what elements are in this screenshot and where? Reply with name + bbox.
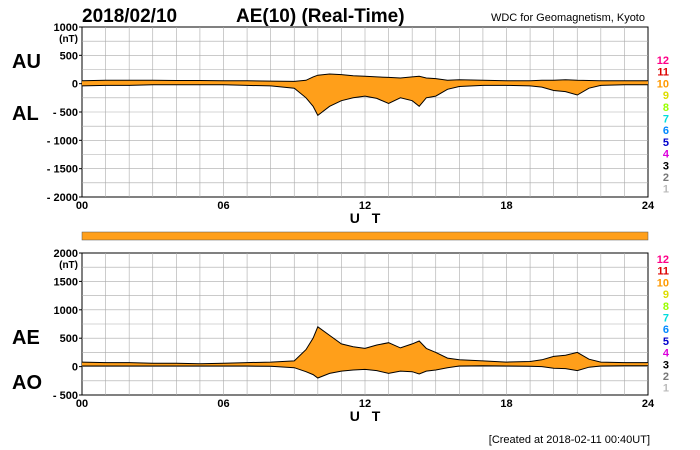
- y-tick-label: 500: [60, 50, 78, 62]
- legend-station: 6: [663, 324, 669, 336]
- legend-station: 10: [657, 277, 669, 289]
- side-label-au: AU: [12, 51, 41, 73]
- series-line-ao: [82, 365, 648, 379]
- x-tick-label: 24: [642, 398, 655, 410]
- y-unit-label: (nT): [59, 34, 78, 45]
- legend-station: 7: [663, 114, 669, 126]
- x-tick-label: 00: [76, 200, 88, 212]
- side-label-al: AL: [12, 103, 39, 125]
- legend-station: 4: [663, 149, 670, 161]
- legend-station: 9: [663, 289, 669, 301]
- legend-station: 12: [657, 55, 669, 67]
- y-tick-label: 500: [60, 333, 78, 345]
- y-tick-label: - 500: [53, 390, 78, 402]
- legend-station: 8: [663, 102, 669, 114]
- legend-station: 2: [663, 371, 669, 383]
- y-unit-label: (nT): [59, 260, 78, 271]
- y-tick-label: 0: [72, 79, 78, 91]
- legend-station: 11: [657, 67, 669, 79]
- legend-station: 11: [657, 266, 669, 278]
- au-al-panel: 1000 500 0 - 500 - 1000 - 1500 - 2000 (nT) 00 06 1…: [12, 22, 670, 226]
- created-timestamp: [Created at 2018-02-11 00:40UT]: [489, 434, 650, 446]
- legend-station: 5: [663, 137, 669, 149]
- side-label-ae: AE: [12, 327, 40, 349]
- y-tick-label: 1000: [54, 305, 78, 317]
- y-tick-label: 2000: [54, 248, 78, 260]
- y-tick-label: - 500: [53, 107, 78, 119]
- x-tick-label: 06: [217, 398, 229, 410]
- data-source: WDC for Geomagnetism, Kyoto: [491, 12, 645, 24]
- legend-station: 3: [663, 359, 669, 371]
- chart-date: 2018/02/10: [82, 6, 177, 27]
- y-tick-label: 1000: [54, 22, 78, 34]
- legend-station: 10: [657, 78, 669, 90]
- legend-station: 4: [663, 348, 670, 360]
- y-tick-label: 0: [72, 362, 78, 374]
- legend-station: 5: [663, 336, 669, 348]
- chart-title: AE(10) (Real-Time): [236, 6, 405, 27]
- legend-station: 6: [663, 125, 669, 137]
- x-tick-label: 12: [359, 398, 371, 410]
- legend-station: 2: [663, 172, 669, 184]
- x-tick-label: 06: [217, 200, 229, 212]
- y-tick-label: - 1000: [47, 135, 78, 147]
- legend-station: 3: [663, 160, 669, 172]
- index-fill-band: [82, 326, 648, 378]
- side-label-ao: AO: [12, 372, 42, 394]
- series-line-au: [81, 73, 648, 82]
- x-tick-label: 12: [359, 200, 371, 212]
- y-tick-label: 1500: [54, 276, 78, 288]
- x-axis-label: U T: [350, 210, 385, 226]
- y-tick-label: - 1500: [47, 164, 78, 176]
- legend-station: 1: [663, 184, 669, 196]
- x-tick-label: 18: [500, 398, 512, 410]
- x-axis-label: U T: [350, 408, 385, 424]
- x-tick-label: 24: [642, 200, 655, 212]
- legend-station: 7: [663, 313, 669, 325]
- legend-station: 1: [663, 383, 669, 395]
- series-line-al: [81, 84, 648, 117]
- x-tick-label: 18: [500, 200, 512, 212]
- data-coverage-bar: [81, 231, 649, 241]
- legend-station: 9: [663, 90, 669, 102]
- x-tick-label: 00: [76, 398, 88, 410]
- legend-station: 12: [657, 254, 669, 266]
- y-tick-label: - 2000: [47, 192, 78, 204]
- series-line-ae: [81, 326, 648, 365]
- legend-station: 8: [663, 301, 669, 313]
